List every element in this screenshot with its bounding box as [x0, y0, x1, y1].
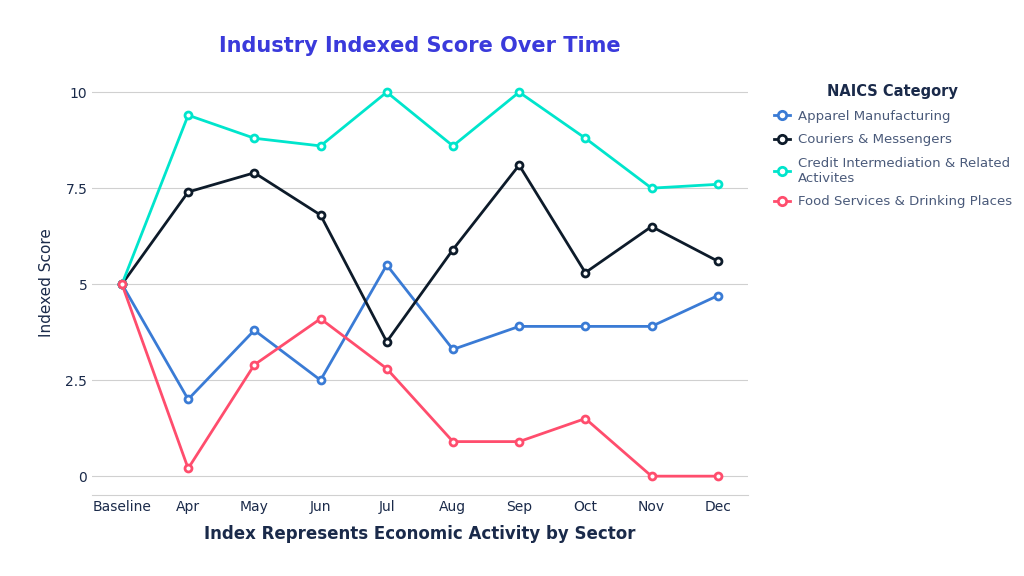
Food Services & Drinking Places — [381, 365, 393, 372]
Credit Intermediation & Related
Activites — [580, 135, 592, 142]
Credit Intermediation & Related
Activites — [645, 185, 657, 192]
Apparel Manufacturing — [645, 323, 657, 330]
Couriers & Messengers — [580, 269, 592, 276]
Food Services & Drinking Places — [248, 361, 260, 368]
Food Services & Drinking Places — [314, 315, 327, 322]
Apparel Manufacturing — [513, 323, 525, 330]
Apparel Manufacturing — [580, 323, 592, 330]
Food Services & Drinking Places — [712, 473, 724, 480]
Couriers & Messengers — [182, 188, 195, 195]
Couriers & Messengers — [248, 169, 260, 176]
Line: Credit Intermediation & Related
Activites: Credit Intermediation & Related Activite… — [119, 89, 721, 287]
Title: Industry Indexed Score Over Time: Industry Indexed Score Over Time — [219, 36, 621, 56]
Credit Intermediation & Related
Activites — [446, 142, 459, 149]
Credit Intermediation & Related
Activites — [712, 181, 724, 188]
Couriers & Messengers — [513, 162, 525, 169]
Food Services & Drinking Places — [446, 438, 459, 445]
Apparel Manufacturing — [314, 377, 327, 384]
Credit Intermediation & Related
Activites — [116, 281, 128, 287]
Food Services & Drinking Places — [182, 465, 195, 472]
Credit Intermediation & Related
Activites — [513, 89, 525, 96]
Credit Intermediation & Related
Activites — [248, 135, 260, 142]
Apparel Manufacturing — [712, 292, 724, 299]
Food Services & Drinking Places — [513, 438, 525, 445]
Credit Intermediation & Related
Activites — [314, 142, 327, 149]
Apparel Manufacturing — [248, 327, 260, 334]
Couriers & Messengers — [446, 246, 459, 253]
Food Services & Drinking Places — [580, 415, 592, 422]
Y-axis label: Indexed Score: Indexed Score — [39, 228, 54, 337]
Couriers & Messengers — [645, 223, 657, 230]
Couriers & Messengers — [314, 211, 327, 218]
Line: Couriers & Messengers: Couriers & Messengers — [119, 162, 721, 345]
Apparel Manufacturing — [446, 346, 459, 353]
X-axis label: Index Represents Economic Activity by Sector: Index Represents Economic Activity by Se… — [204, 525, 636, 543]
Legend: Apparel Manufacturing, Couriers & Messengers, Credit Intermediation & Related
Ac: Apparel Manufacturing, Couriers & Messen… — [774, 84, 1012, 209]
Apparel Manufacturing — [182, 396, 195, 403]
Credit Intermediation & Related
Activites — [381, 89, 393, 96]
Couriers & Messengers — [712, 257, 724, 264]
Line: Food Services & Drinking Places: Food Services & Drinking Places — [119, 281, 721, 480]
Couriers & Messengers — [381, 338, 393, 345]
Credit Intermediation & Related
Activites — [182, 112, 195, 119]
Line: Apparel Manufacturing: Apparel Manufacturing — [119, 262, 721, 403]
Food Services & Drinking Places — [116, 281, 128, 287]
Apparel Manufacturing — [381, 262, 393, 268]
Couriers & Messengers — [116, 281, 128, 287]
Apparel Manufacturing — [116, 281, 128, 287]
Food Services & Drinking Places — [645, 473, 657, 480]
